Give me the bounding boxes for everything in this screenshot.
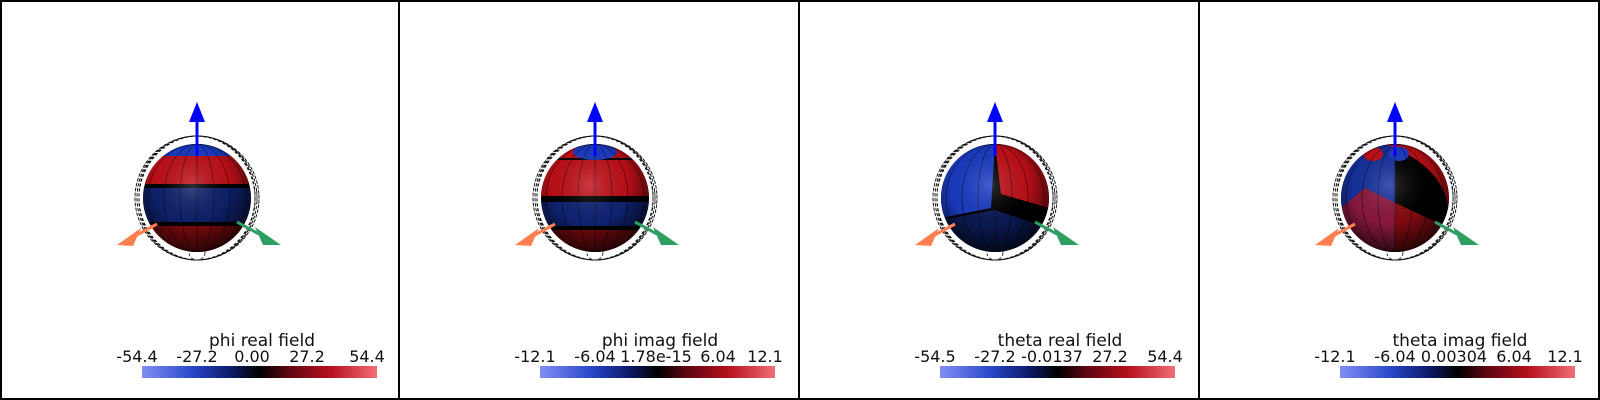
y-axis-line	[236, 220, 260, 236]
x-axis-line	[134, 222, 158, 238]
colorbar-tick: 54.4	[1147, 347, 1183, 366]
panel-phi-real[interactable]: phi real field -54.4 -27.2 0.00 27.2 54.…	[0, 0, 400, 400]
colorbar-tick: -27.2	[176, 347, 218, 366]
colorbar-tick: 1.78e-15	[620, 347, 692, 366]
sphere	[941, 144, 1049, 252]
x-axis-arrow-icon	[1315, 228, 1339, 246]
sphere	[1341, 144, 1449, 252]
y-axis-arrow-icon	[1053, 227, 1079, 245]
lobe-outline	[1336, 135, 1454, 261]
y-axis-line	[1034, 220, 1058, 236]
sphere-shading	[143, 144, 251, 252]
colorbar-tick: 54.4	[349, 347, 385, 366]
colorbar-tick: -54.4	[116, 347, 158, 366]
colorbar-tick: 12.1	[747, 347, 783, 366]
sphere	[541, 144, 649, 252]
x-axis-arrow-icon	[117, 228, 141, 246]
panel-theta-real[interactable]: theta real field -54.5 -27.2 -0.0137 27.…	[800, 0, 1200, 400]
panel-phi-imag[interactable]: phi imag field -12.1 -6.04 1.78e-15 6.04…	[400, 0, 800, 400]
lobe-outline	[536, 135, 654, 261]
colorbar-ticks: -54.5 -27.2 -0.0137 27.2 54.4	[800, 347, 1200, 367]
colorbar-tick: -0.0137	[1021, 347, 1083, 366]
colorbar-tick: -6.04	[574, 347, 616, 366]
y-axis-arrow-icon	[653, 227, 679, 245]
z-axis-arrow-icon	[587, 102, 603, 122]
axes-triad	[117, 102, 281, 246]
colorbar-tick: -54.5	[914, 347, 956, 366]
field-lobes	[134, 135, 260, 261]
colorbar-tick: 27.2	[1092, 347, 1128, 366]
x-axis-line	[1332, 222, 1356, 238]
colorbar-gradient	[540, 366, 775, 378]
colorbar-ticks: -12.1 -6.04 1.78e-15 6.04 12.1	[400, 347, 800, 367]
sphere-scene[interactable]	[400, 2, 796, 398]
y-axis-arrow-icon	[1453, 227, 1479, 245]
y-axis-line	[634, 220, 658, 236]
colorbar-title: theta real field	[997, 331, 1123, 351]
colorbar-tick: -12.1	[514, 347, 556, 366]
z-axis-arrow-icon	[987, 102, 1003, 122]
colorbar-tick: 6.04	[700, 347, 736, 366]
colorbar-ticks: -12.1 -6.04 0.00304 6.04 12.1	[1200, 347, 1600, 367]
colorbar-tick: -6.04	[1374, 347, 1416, 366]
x-axis-arrow-icon	[515, 228, 539, 246]
colorbar-tick: -27.2	[974, 347, 1016, 366]
z-axis-arrow-icon	[1387, 102, 1403, 122]
colorbar-tick: 0.00304	[1420, 347, 1488, 366]
sphere-scene[interactable]	[1200, 2, 1596, 398]
z-axis-arrow-icon	[189, 102, 205, 122]
panel-theta-imag[interactable]: theta imag field -12.1 -6.04 0.00304 6.0…	[1200, 0, 1600, 400]
sphere-shading	[941, 144, 1049, 252]
colorbar-tick: 0.00	[234, 347, 270, 366]
colorbar-tick: 27.2	[289, 347, 325, 366]
sphere-scene[interactable]	[2, 2, 398, 398]
y-axis-line	[1434, 220, 1458, 236]
colorbar-gradient	[142, 366, 377, 378]
x-axis-arrow-icon	[915, 228, 939, 246]
x-axis-line	[532, 222, 556, 238]
colorbar-tick: -12.1	[1314, 347, 1356, 366]
colorbar-tick: 6.04	[1496, 347, 1532, 366]
colorbar-title: phi imag field	[601, 331, 719, 351]
y-axis-arrow-icon	[255, 227, 281, 245]
colorbar-gradient	[1340, 366, 1575, 378]
field-lobes	[932, 135, 1058, 261]
axes-triad	[915, 102, 1079, 246]
colorbar-tick: 12.1	[1547, 347, 1583, 366]
sphere	[143, 144, 251, 252]
colorbar-title: phi real field	[209, 331, 315, 351]
colorbar-gradient	[940, 366, 1175, 378]
colorbar-title: theta imag field	[1392, 331, 1528, 351]
sphere-scene[interactable]	[800, 2, 1196, 398]
lobe-outline	[936, 135, 1054, 261]
x-axis-line	[932, 222, 956, 238]
lobe-outline	[138, 135, 256, 261]
axes-triad	[515, 102, 679, 246]
sphere-shading	[541, 144, 649, 252]
axes-triad	[1315, 102, 1479, 246]
colorbar-ticks: -54.4 -27.2 0.00 27.2 54.4	[2, 347, 402, 367]
sphere-shading	[1341, 144, 1449, 252]
